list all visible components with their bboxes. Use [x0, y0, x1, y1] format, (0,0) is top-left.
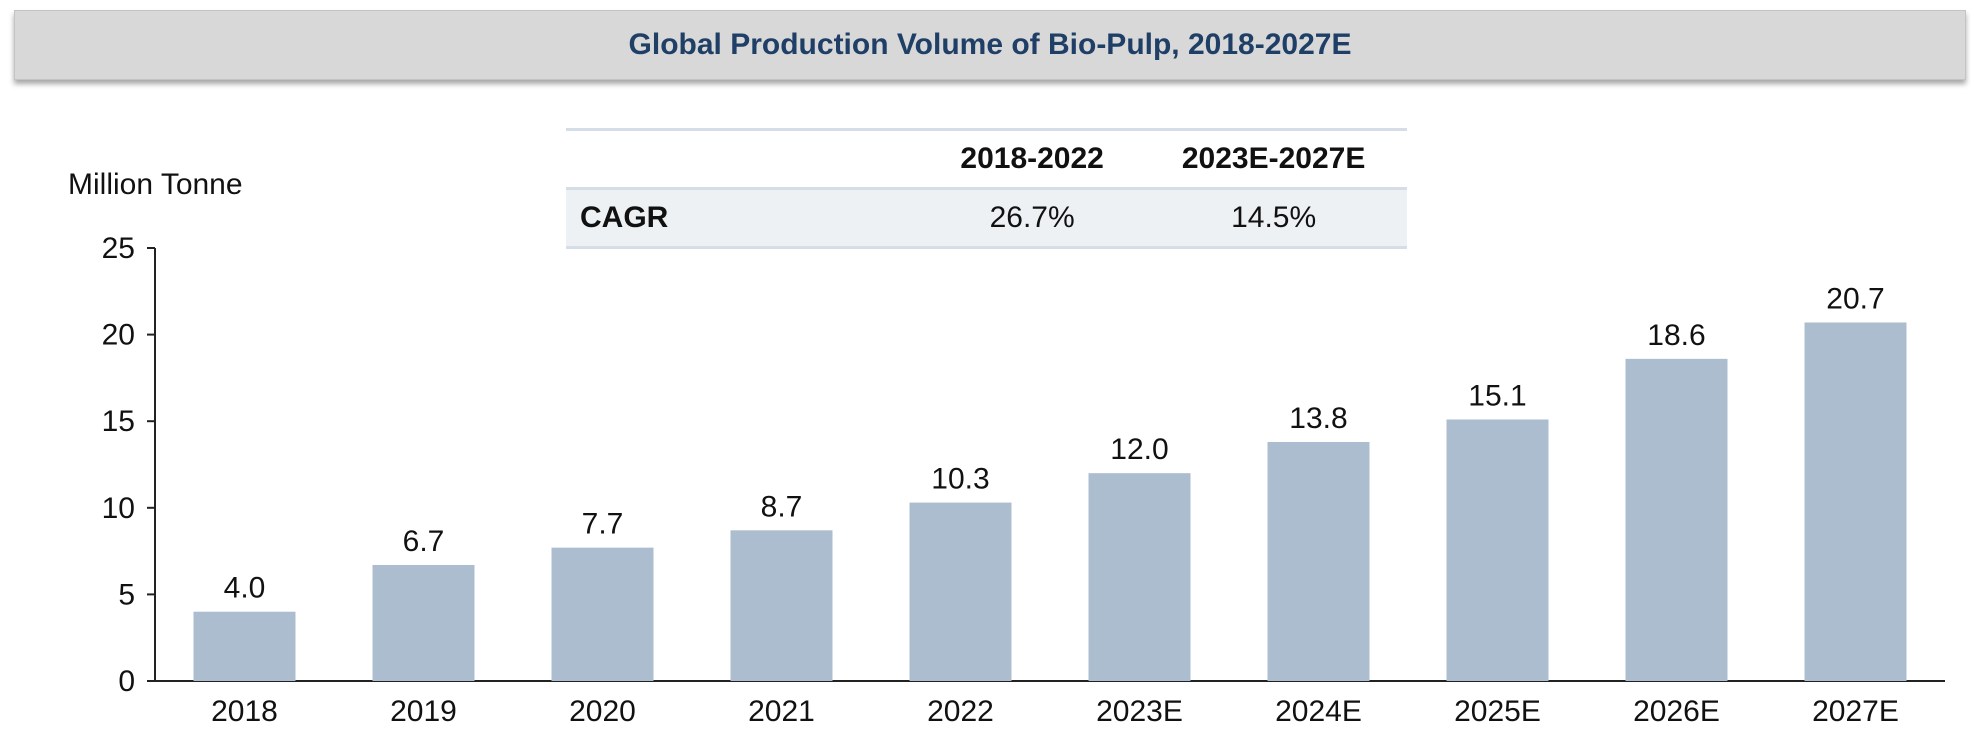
bar-value-label: 10.3: [931, 463, 989, 496]
bar: [909, 502, 1012, 681]
y-tick-label: 0: [118, 665, 135, 698]
bar-value-label: 8.7: [761, 490, 803, 523]
bar-value-label: 4.0: [224, 572, 266, 605]
bar-value-label: 18.6: [1647, 319, 1705, 352]
cagr-table-header-row: 2018-2022 2023E-2027E: [566, 129, 1407, 189]
x-tick-label: 2025E: [1454, 695, 1541, 728]
x-tick-label: 2019: [390, 695, 457, 728]
bar: [1267, 441, 1370, 681]
x-tick-label: 2027E: [1812, 695, 1899, 728]
bar-value-label: 15.1: [1468, 379, 1526, 412]
y-tick-label: 5: [118, 578, 135, 611]
y-axis-label: Million Tonne: [68, 168, 243, 201]
cagr-value-period-2: 14.5%: [1231, 201, 1317, 234]
y-tick-label: 15: [102, 405, 135, 438]
chart-title-bar: Global Production Volume of Bio-Pulp, 20…: [14, 10, 1966, 80]
x-tick-label: 2022: [927, 695, 994, 728]
cagr-header-period-1: 2018-2022: [960, 142, 1104, 175]
bar: [730, 530, 833, 681]
bar: [551, 547, 654, 681]
bar: [1446, 419, 1549, 681]
bar: [1804, 322, 1907, 681]
x-tick-label: 2018: [211, 695, 278, 728]
x-tick-label: 2021: [748, 695, 815, 728]
bar: [372, 564, 475, 681]
x-tick-label: 2024E: [1275, 695, 1362, 728]
bar-value-label: 20.7: [1826, 282, 1884, 315]
cagr-table: 2018-2022 2023E-2027E CAGR 26.7% 14.5%: [566, 128, 1407, 249]
x-tick-label: 2020: [569, 695, 636, 728]
x-tick-label: 2023E: [1096, 695, 1183, 728]
bar: [1625, 358, 1728, 681]
bar-value-label: 13.8: [1289, 402, 1347, 435]
cagr-row-label: CAGR: [580, 201, 669, 234]
cagr-table-row: CAGR 26.7% 14.5%: [566, 188, 1407, 248]
x-tick-label: 2026E: [1633, 695, 1720, 728]
bar: [1088, 473, 1191, 681]
cagr-header-period-2: 2023E-2027E: [1181, 142, 1366, 175]
bar: [193, 611, 296, 681]
bar-value-label: 12.0: [1110, 433, 1168, 466]
cagr-value-period-1: 26.7%: [989, 201, 1075, 234]
y-tick-label: 10: [102, 492, 135, 525]
y-tick-label: 20: [102, 319, 135, 352]
chart-title: Global Production Volume of Bio-Pulp, 20…: [628, 28, 1352, 61]
bar-value-label: 7.7: [582, 508, 624, 541]
y-tick-label: 25: [102, 232, 135, 265]
bar-value-label: 6.7: [403, 525, 445, 558]
